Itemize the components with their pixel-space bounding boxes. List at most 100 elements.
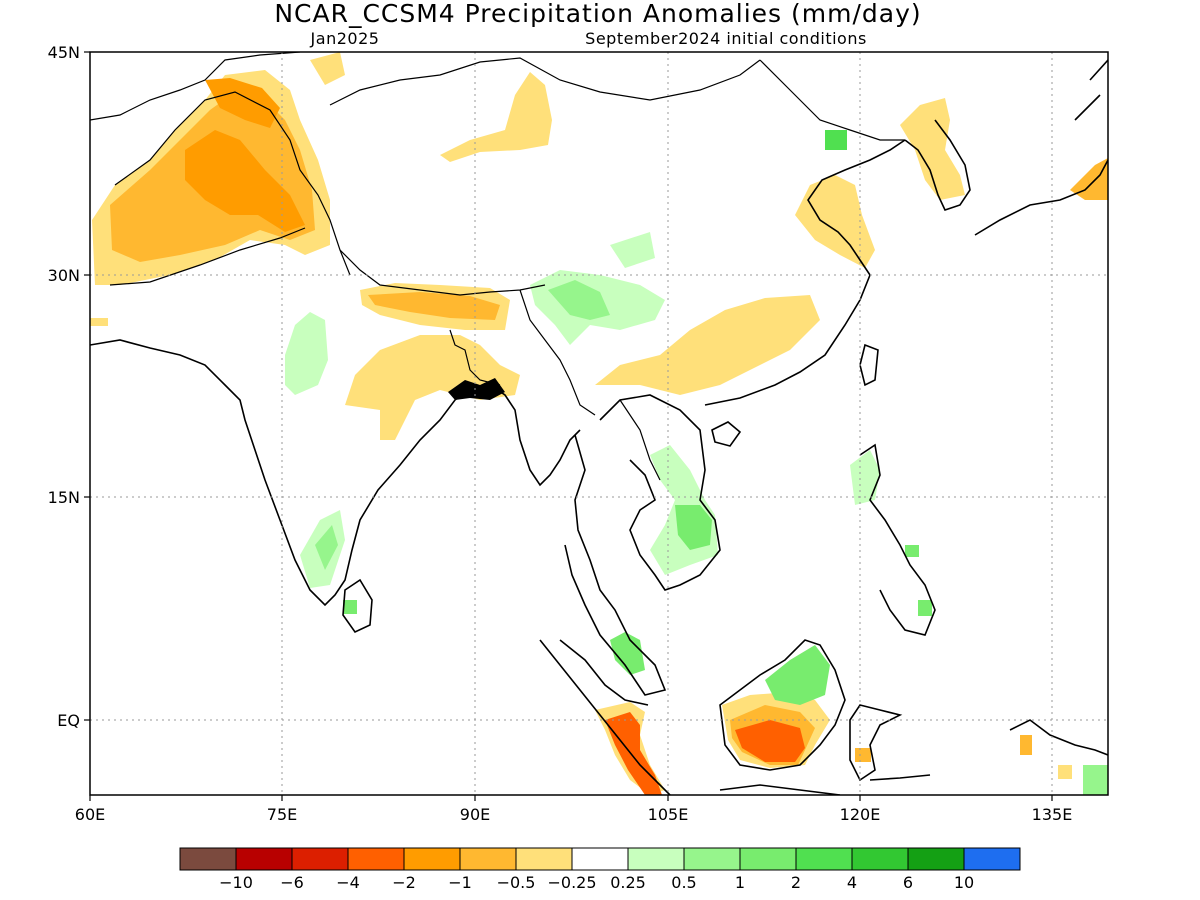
japan-coast [974,159,1108,236]
axis-ticks [84,51,1053,801]
border-mongolia-south [329,57,761,106]
colorbar-label: 6 [903,873,913,892]
dry-region-himalaya-mid [368,292,500,320]
wet-region-malay [610,632,645,675]
malay-peninsula-coast [564,434,667,696]
sumatra-coast [539,639,671,795]
wet-patch-new-guinea [1083,765,1108,795]
border-himalaya [339,249,546,296]
map-frame [89,51,1109,796]
dry-region-japan [1070,158,1108,200]
lon-label-135e: 135E [1032,805,1073,824]
colorbar-swatch [739,847,797,871]
dry-region-pakistan-strong [185,130,305,232]
china-coastline [704,139,906,406]
border-bangladesh [449,329,501,386]
colorbar-swatch [459,847,517,871]
dry-patch-east [1058,765,1072,779]
lon-label-105e: 105E [648,805,689,824]
colorbar-label: 0.5 [671,873,696,892]
lon-label-120e: 120E [840,805,881,824]
dry-region-north-china [795,175,875,268]
colorbar-swatch [515,847,573,871]
colorbar-label: −4 [336,873,360,892]
korea-coast [904,119,971,211]
dry-region-sumatra-heavy [605,712,662,795]
india-coastline [90,339,581,607]
initial-conditions: September2024 initial conditions [585,29,867,48]
dry-patch-new-guinea [1020,735,1032,755]
sulawesi-coast [849,704,903,782]
colorbar-label: −1 [448,873,472,892]
wet-region-north-borneo [765,645,830,705]
colorbar-label: −10 [219,873,253,892]
wet-patch-north [825,130,847,150]
wet-region-vietnam-mid [675,505,712,550]
lat-label-eq: EQ [57,711,80,730]
dry-region-bengal [345,335,520,440]
coastlines [90,59,1108,795]
country-borders [90,52,905,481]
hainan-coast [711,421,742,447]
wet-patch-mindanao [918,600,932,616]
colorbar-swatch [963,847,1021,871]
colorbar-swatch [291,847,349,871]
wet-anomaly-regions [285,130,1108,795]
graticule [90,52,1108,795]
lat-label-15n: 15N [48,488,80,507]
colorbar-swatch [571,847,629,871]
dry-region-tajik-strong [205,78,280,128]
dry-patch-sulawesi [855,748,871,762]
colorbar-swatch [683,847,741,871]
colorbar-label: 10 [954,873,974,892]
colorbar-swatch [179,847,237,871]
colorbar-label: −0.5 [497,873,536,892]
lat-label-45n: 45N [48,43,80,62]
philippines-coast [859,443,936,636]
lon-label-90e: 90E [460,805,490,824]
border-iran-pakistan [109,227,306,286]
wet-region-south-india-mid [315,525,338,570]
dry-region-korea [900,98,965,200]
colorbar-swatch [347,847,405,871]
colorbar-label: −0.25 [547,873,596,892]
border-mongolia-east [759,59,905,141]
map-content [90,52,1108,795]
map-title: NCAR_CCSM4 Precipitation Anomalies (mm/d… [274,0,921,28]
colorbar-label: −6 [280,873,304,892]
border-afghanistan [114,91,351,276]
colorbar-label: 4 [847,873,857,892]
colorbar-label: −2 [392,873,416,892]
colorbar-swatch [851,847,909,871]
forecast-month: Jan2025 [310,29,380,48]
colorbar-swatch [795,847,853,871]
colorbar-swatch [235,847,293,871]
hokkaido-coast [1074,59,1108,121]
colorbar-label: 1 [735,873,745,892]
dry-region-north [310,52,345,85]
wet-region-tibet-mid [548,280,610,320]
dry-patch-west [90,318,108,326]
lon-label-75e: 75E [267,805,297,824]
wet-patch-sri-lanka [343,600,357,614]
border-myanmar [519,289,596,416]
sri-lanka-coast [342,578,373,634]
wet-region-qinghai [610,232,655,268]
new-guinea-coast [1009,719,1108,756]
indochina-coast [599,394,721,591]
lat-label-30n: 30N [48,266,80,285]
wet-region-luzon [850,450,880,505]
colorbar-swatch [403,847,461,871]
dry-region-gobi [440,72,552,162]
java-coast [719,774,931,795]
dry-region-south-china [595,295,820,395]
border-laos [619,399,661,481]
ganges-delta [448,378,505,400]
taiwan-coast [859,343,879,387]
colorbar: −10 −6 −4 −2 −1 −0.5 −0.25 0.25 0.5 1 2 4 6 10 [179,847,1021,892]
colorbar-swatch [907,847,965,871]
dry-region-borneo-heavy [735,720,805,762]
dry-anomaly-regions [90,52,1108,795]
border-north-central-asia [90,52,301,121]
